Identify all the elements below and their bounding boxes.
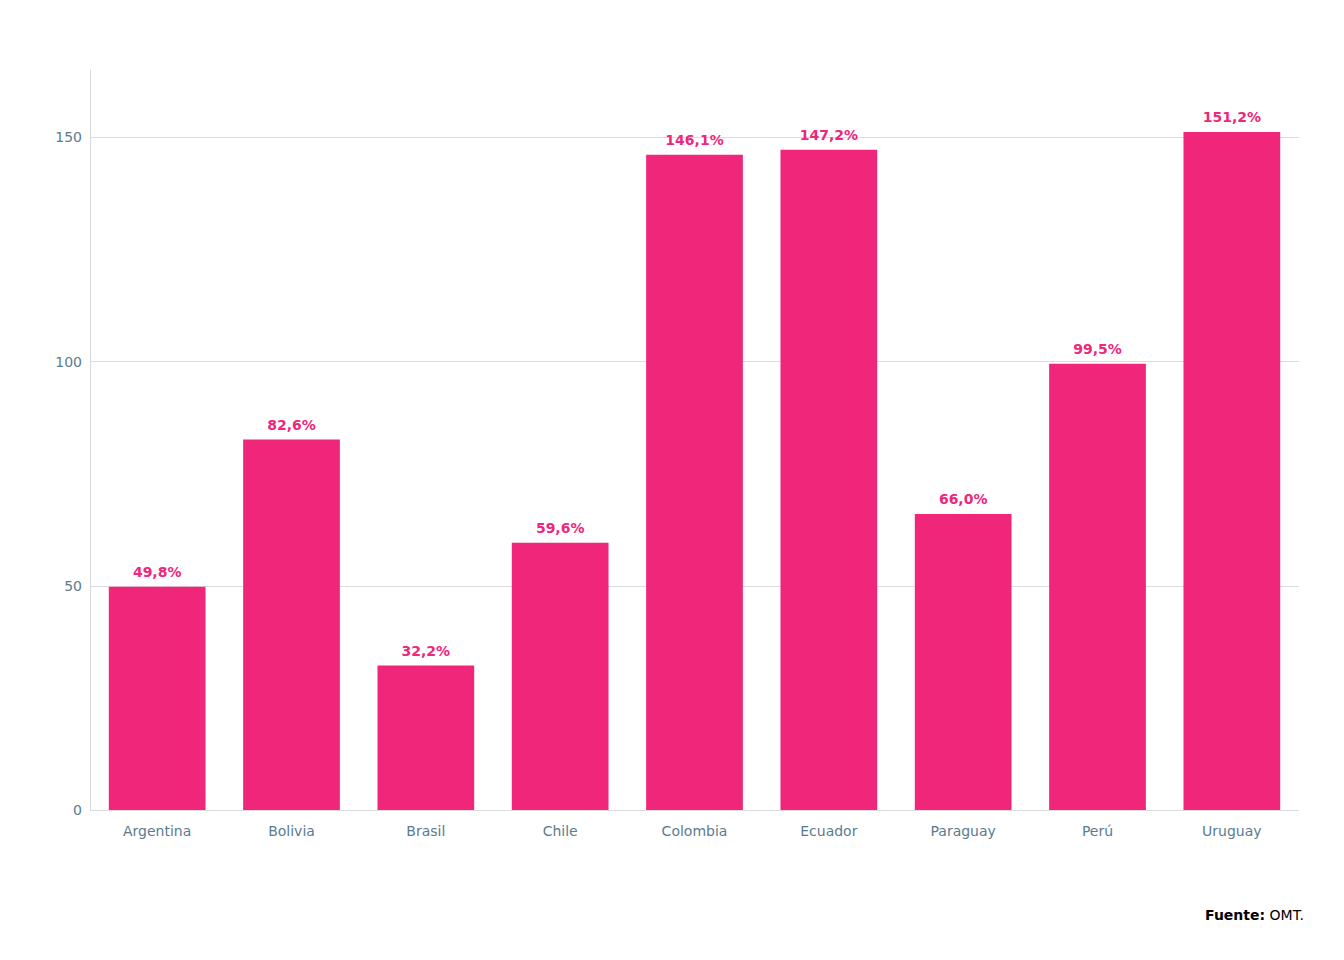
- svg-text:OMT.: OMT.: [1265, 907, 1304, 923]
- svg-text:Chile: Chile: [543, 823, 578, 839]
- svg-text:59,6%: 59,6%: [536, 520, 585, 536]
- svg-text:82,6%: 82,6%: [267, 417, 316, 433]
- svg-text:Uruguay: Uruguay: [1202, 823, 1262, 839]
- svg-text:100: 100: [55, 354, 82, 370]
- svg-text:Argentina: Argentina: [123, 823, 191, 839]
- svg-text:150: 150: [55, 129, 82, 145]
- svg-text:Brasil: Brasil: [406, 823, 445, 839]
- svg-text:0: 0: [73, 802, 82, 818]
- svg-text:66,0%: 66,0%: [939, 491, 988, 507]
- svg-text:151,2%: 151,2%: [1203, 109, 1261, 125]
- svg-text:Colombia: Colombia: [662, 823, 728, 839]
- svg-text:99,5%: 99,5%: [1073, 341, 1122, 357]
- svg-text:49,8%: 49,8%: [133, 564, 182, 580]
- svg-text:146,1%: 146,1%: [665, 132, 723, 148]
- svg-text:50: 50: [64, 578, 82, 594]
- svg-text:Ecuador: Ecuador: [800, 823, 857, 839]
- svg-text:32,2%: 32,2%: [402, 643, 451, 659]
- svg-text:Fuente:: Fuente:: [1205, 907, 1265, 923]
- svg-text:Paraguay: Paraguay: [930, 823, 995, 839]
- svg-text:Bolivia: Bolivia: [268, 823, 315, 839]
- svg-text:147,2%: 147,2%: [800, 127, 858, 143]
- svg-text:Perú: Perú: [1082, 823, 1113, 839]
